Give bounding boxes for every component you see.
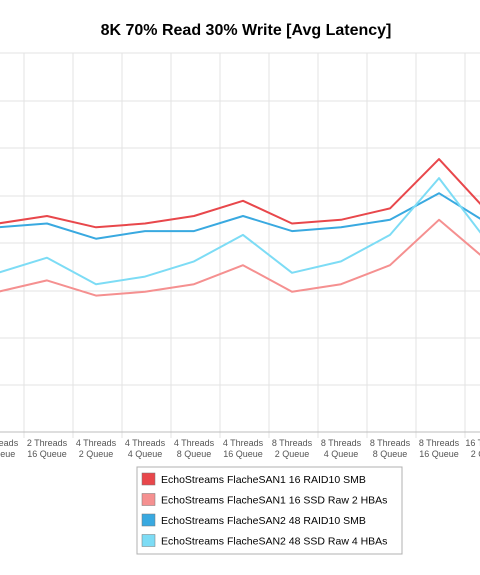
x-tick-label: 4 Threads 4 Queue <box>125 438 166 459</box>
x-tick-label: 8 Threads 16 Queue <box>419 438 460 459</box>
chart-title: 8K 70% Read 30% Write [Avg Latency] <box>101 22 392 39</box>
series-line <box>0 158 480 229</box>
series-line <box>0 177 480 286</box>
grid <box>0 52 480 438</box>
series-line <box>0 218 480 297</box>
x-tick-label: 4 Threads 16 Queue <box>223 438 264 459</box>
x-tick-label: 8 Threads 4 Queue <box>321 438 362 459</box>
x-tick-label: 4 Threads 8 Queue <box>174 438 215 459</box>
legend-swatch <box>141 472 156 486</box>
legend-label: EchoStreams FlacheSAN2 48 RAID10 SMB <box>161 515 366 527</box>
legend-label: EchoStreams FlacheSAN2 48 SSD Raw 4 HBAs <box>161 536 387 548</box>
legend-box <box>136 466 403 555</box>
legend-label: EchoStreams FlacheSAN1 16 RAID10 SMB <box>161 474 366 486</box>
legend: EchoStreams FlacheSAN1 16 RAID10 SMB Echo… <box>136 466 403 555</box>
legend-label: EchoStreams FlacheSAN1 16 SSD Raw 2 HBAs <box>161 495 387 507</box>
x-tick-label: 8 Threads 2 Queue <box>272 438 313 459</box>
series-line <box>0 192 480 240</box>
x-tick-label: 4 Threads 2 Queue <box>76 438 117 459</box>
x-tick-label: 2 Threads 16 Queue <box>27 438 68 459</box>
legend-swatch <box>141 513 156 527</box>
series-lines <box>0 158 480 297</box>
legend-swatch <box>141 534 156 547</box>
legend-swatch <box>141 493 156 506</box>
x-tick-label: 8 Threads 8 Queue <box>370 438 411 459</box>
